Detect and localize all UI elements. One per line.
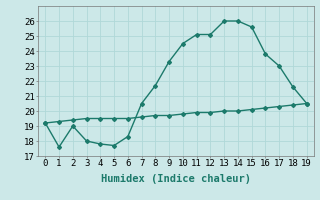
X-axis label: Humidex (Indice chaleur): Humidex (Indice chaleur) — [101, 174, 251, 184]
